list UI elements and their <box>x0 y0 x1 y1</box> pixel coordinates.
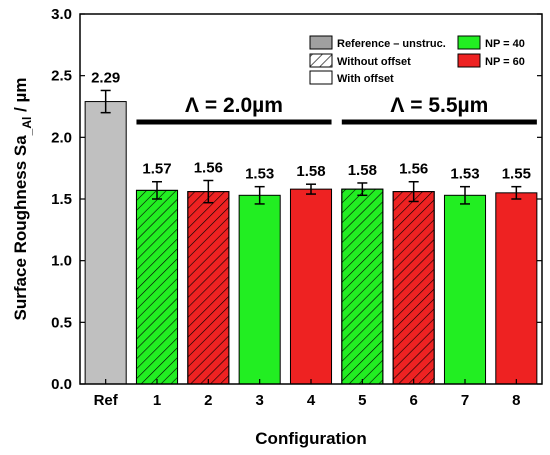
error-bar-1 <box>152 180 162 200</box>
x-tick-label-ref: Ref <box>94 392 119 409</box>
error-bar-ref <box>100 89 111 114</box>
y-axis-title: Surface Roughness Sa_Al / µm <box>11 78 34 321</box>
legend-swatch-5 <box>457 53 481 68</box>
value-label-7: 1.53 <box>450 166 479 183</box>
y-axis-title-subscript: _Al <box>20 117 34 137</box>
bar-hatch-5 <box>341 188 384 385</box>
x-tick-label-6: 6 <box>409 392 417 409</box>
bar-hatch-6 <box>392 191 435 385</box>
bar-ref <box>84 101 127 385</box>
y-tick-label: 0.0 <box>51 376 72 393</box>
bar-3 <box>238 194 281 385</box>
error-bar-4 <box>306 183 316 195</box>
x-tick-label-8: 8 <box>512 392 520 409</box>
error-bar-2 <box>203 179 214 204</box>
error-bar-5 <box>357 182 368 197</box>
legend-swatch-1 <box>309 35 333 50</box>
y-tick-label: 2.5 <box>51 68 72 85</box>
y-tick-label: 3.0 <box>51 6 72 23</box>
y-axis-title-unit: / µm <box>11 78 30 117</box>
error-bar-7 <box>460 185 470 205</box>
bar-8 <box>495 192 538 385</box>
legend-label-1: Reference – unstruc. <box>337 38 446 50</box>
x-tick-label-2: 2 <box>204 392 212 409</box>
value-label-ref: 2.29 <box>91 69 120 86</box>
x-axis-title: Configuration <box>255 429 366 448</box>
y-axis-title-main: Surface Roughness Sa <box>11 135 30 321</box>
value-label-8: 1.55 <box>502 166 531 183</box>
legend-label-5: NP = 60 <box>485 56 525 68</box>
x-tick-label-3: 3 <box>255 392 263 409</box>
legend-swatch-3 <box>309 70 333 85</box>
y-tick-label: 0.5 <box>51 314 72 331</box>
legend-swatch-hatch <box>309 53 333 68</box>
legend-label-3: With offset <box>337 73 394 85</box>
bar-7 <box>443 194 487 385</box>
bar-hatch-1 <box>135 189 179 385</box>
error-bar-3 <box>254 185 265 205</box>
value-label-1: 1.57 <box>142 161 171 178</box>
x-tick-label-5: 5 <box>358 392 366 409</box>
y-tick-label: 2.0 <box>51 129 72 146</box>
value-label-4: 1.58 <box>296 163 325 180</box>
legend-label-2: Without offset <box>337 56 411 68</box>
bar-hatch-2 <box>187 191 230 385</box>
legend-swatch-4 <box>457 35 481 50</box>
x-tick-label-4: 4 <box>307 392 316 409</box>
legend-label-4: NP = 40 <box>485 38 525 50</box>
value-label-5: 1.58 <box>348 162 377 179</box>
error-bar-8 <box>511 185 522 200</box>
y-tick-label: 1.5 <box>51 191 72 208</box>
x-tick-label-7: 7 <box>461 392 469 409</box>
y-tick-label: 1.0 <box>51 253 72 270</box>
error-bar-6 <box>408 180 419 203</box>
group-label-1: Λ = 2.0µm <box>185 94 283 117</box>
value-label-3: 1.53 <box>245 166 274 183</box>
value-label-6: 1.56 <box>399 161 428 178</box>
group-label-2: Λ = 5.5µm <box>390 94 488 117</box>
legend: Reference – unstruc. Without offset With o… <box>309 35 525 85</box>
x-tick-label-1: 1 <box>153 392 161 409</box>
value-label-2: 1.56 <box>194 160 223 177</box>
bar-4 <box>289 188 333 385</box>
